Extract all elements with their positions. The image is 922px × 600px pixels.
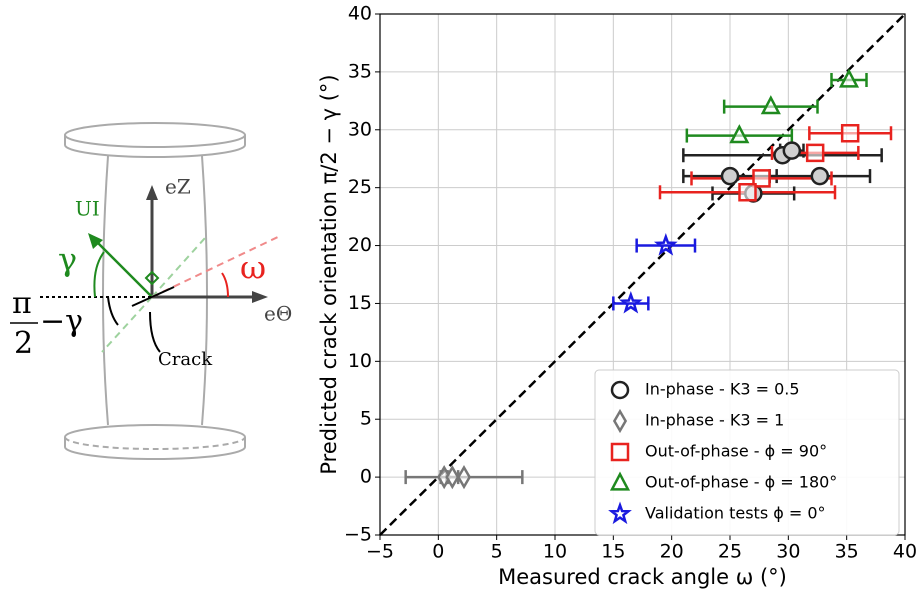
y-tick-label: 0 — [360, 466, 372, 488]
x-tick-label: 35 — [835, 541, 859, 563]
gamma-label: γ — [58, 241, 77, 279]
y-tick-label: 25 — [348, 176, 372, 198]
x-tick-label: −5 — [366, 541, 394, 563]
x-tick-label: 5 — [491, 541, 503, 563]
marker — [752, 169, 771, 188]
marker — [612, 408, 628, 434]
marker — [610, 442, 630, 462]
legend-label: Out-of-phase - ϕ = 180° — [645, 473, 837, 492]
legend-label: In-phase - K3 = 0.5 — [645, 380, 800, 399]
y-tick-label: 35 — [348, 60, 372, 82]
marker — [609, 471, 631, 491]
crack-label: Crack — [158, 349, 213, 370]
error-bar — [635, 238, 697, 253]
y-tick-label: 30 — [348, 118, 372, 140]
x-tick-label: 15 — [601, 541, 625, 563]
marker — [760, 95, 781, 115]
error-bar — [612, 296, 650, 311]
ui-label: UI — [75, 197, 100, 221]
marker — [445, 465, 460, 490]
y-tick-label: 5 — [360, 408, 372, 430]
marker — [810, 166, 830, 186]
marker — [653, 233, 678, 256]
x-tick-label: 25 — [718, 541, 742, 563]
pi-label: π — [12, 286, 32, 321]
marker — [782, 141, 802, 160]
y-tick-label: 20 — [348, 234, 372, 256]
y-tick-label: 15 — [348, 292, 372, 314]
marker — [840, 124, 860, 143]
ez-label: eZ — [165, 175, 191, 199]
minus-gamma-label: −γ — [40, 304, 83, 339]
two-label: 2 — [14, 326, 33, 361]
y-tick-label: −5 — [344, 524, 372, 546]
omega-label: ω — [240, 249, 266, 287]
specimen-diagram — [40, 122, 281, 460]
marker — [618, 290, 643, 314]
legend-label: Out-of-phase - ϕ = 90° — [645, 442, 827, 461]
y-axis-label: Predicted crack orientation π/2 − γ (°) — [317, 74, 341, 474]
marker — [738, 183, 757, 202]
marker — [720, 166, 740, 186]
marker — [608, 501, 632, 525]
marker — [805, 143, 825, 163]
x-tick-label: 10 — [543, 541, 567, 563]
legend-label: Validation tests ϕ = 0° — [645, 504, 826, 523]
x-axis-label: Measured crack angle ω (°) — [498, 565, 787, 589]
marker — [610, 380, 630, 400]
etheta-label: eΘ — [264, 302, 292, 326]
x-tick-label: 30 — [776, 541, 800, 563]
legend-box — [594, 369, 900, 536]
legend-label: In-phase - K3 = 1 — [645, 411, 784, 430]
marker — [456, 465, 472, 490]
diagram-labels: eZ UI γ ω π 2 −γ Crack eΘ — [10, 175, 292, 370]
marker — [729, 124, 750, 144]
x-tick-label: 0 — [432, 541, 444, 563]
x-tick-label: 20 — [660, 541, 684, 563]
plot: −5 0 5 10 15 20 25 30 35 40 −5 0 5 10 15 20 25 30 35 40 Meas… — [317, 3, 917, 590]
y-tick-label: 10 — [348, 350, 372, 372]
marker — [838, 68, 860, 88]
y-tick-label: 40 — [348, 3, 372, 25]
x-tick-label: 40 — [893, 541, 917, 563]
